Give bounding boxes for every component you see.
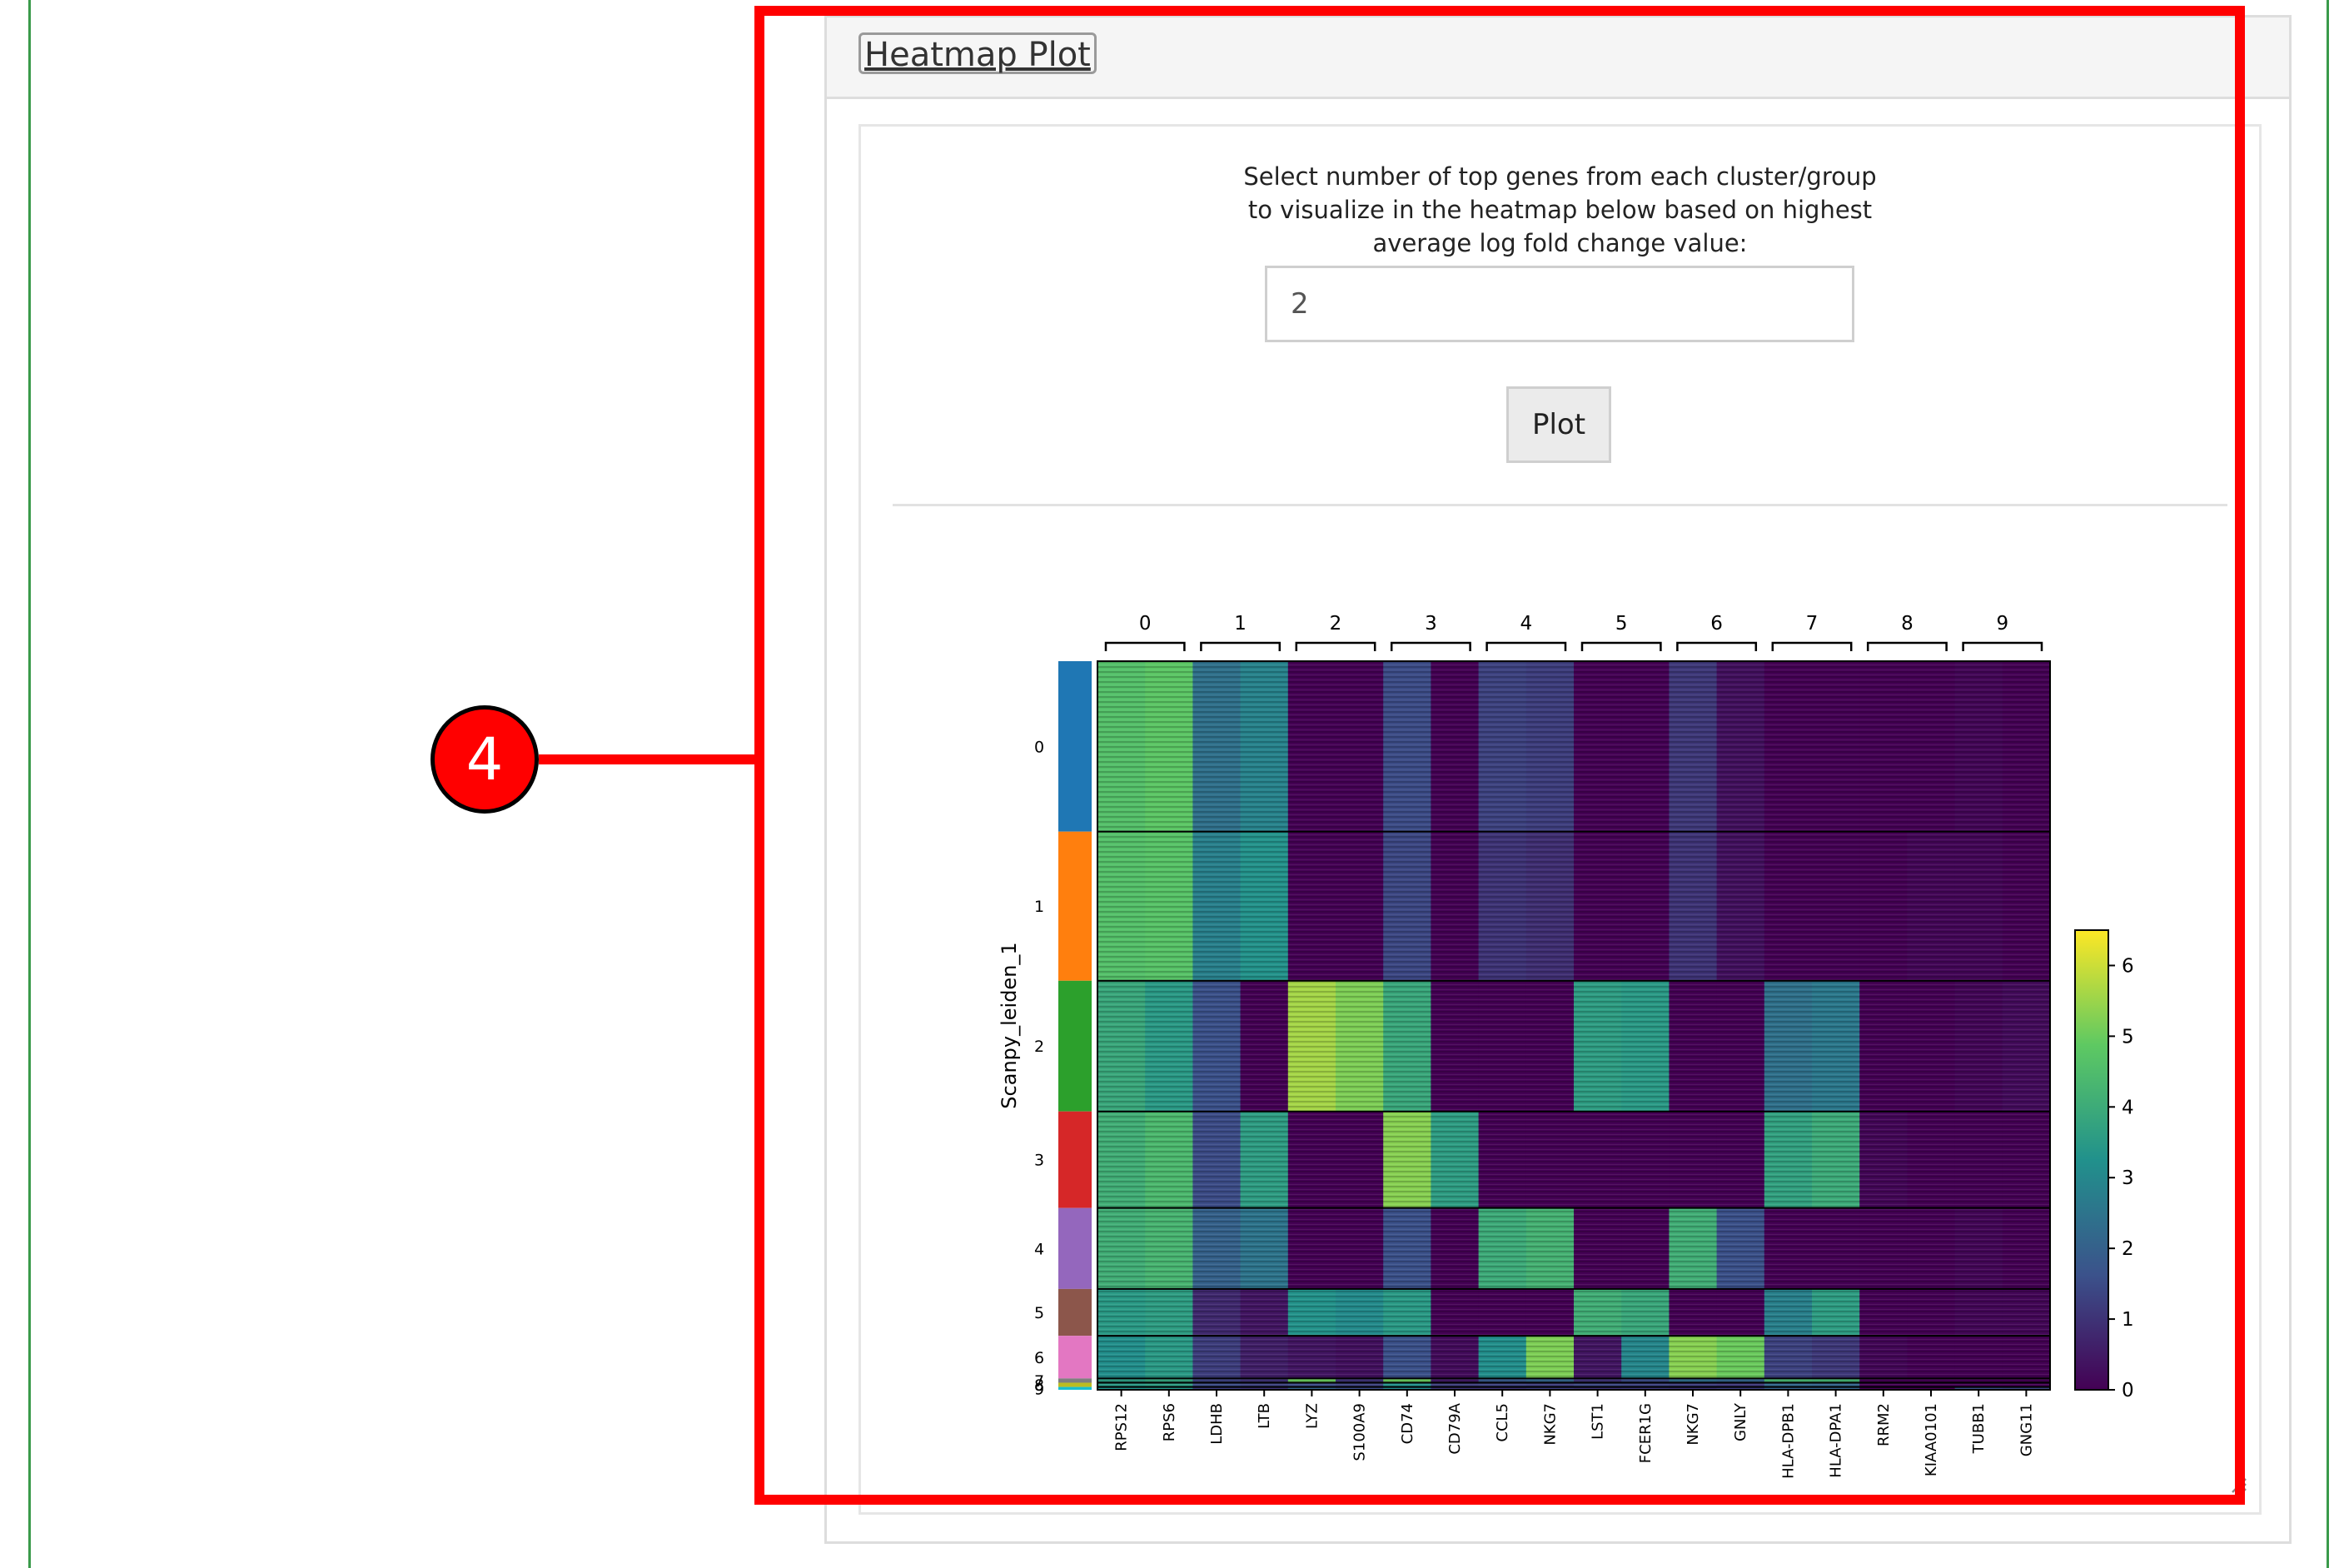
- group-label: 8: [1034, 1376, 1044, 1395]
- annotation-connector: [539, 754, 758, 764]
- gene-label: RPS12: [1113, 1403, 1131, 1451]
- gene-group-bracket: [1104, 641, 1186, 651]
- left-green-border: [28, 0, 31, 1568]
- group-label: 7: [1034, 1372, 1044, 1391]
- group-color-block: [1058, 1386, 1092, 1390]
- gene-group-label: 3: [1425, 613, 1437, 635]
- help-line: to visualize in the heatmap below based …: [1247, 196, 1873, 224]
- gene-group-label: 6: [1710, 613, 1723, 635]
- gene-group-bracket: [1295, 641, 1376, 651]
- help-line: Select number of top genes from each clu…: [1243, 162, 1877, 191]
- gene-label: KIAA0101: [1923, 1403, 1940, 1476]
- resize-grip-icon[interactable]: [2229, 1476, 2247, 1494]
- colorbar-tick-label: 6: [2122, 955, 2134, 977]
- group-label: 4: [1034, 1240, 1044, 1258]
- gene-label: HLA-DPA1: [1828, 1403, 1845, 1478]
- gene-label: CD79A: [1446, 1402, 1464, 1454]
- group-label: 5: [1034, 1304, 1044, 1322]
- gene-label: GNG11: [2018, 1403, 2035, 1456]
- gene-label: RPS6: [1161, 1403, 1178, 1441]
- gene-group-label: 7: [1806, 613, 1819, 635]
- gene-group-bracket: [1486, 641, 1567, 651]
- colorbar-tick-label: 1: [2122, 1309, 2134, 1331]
- gene-group-label: 8: [1901, 613, 1914, 635]
- gene-label: CCL5: [1494, 1403, 1511, 1442]
- gene-group-bracket: [1962, 641, 2043, 651]
- gene-group-label: 0: [1139, 613, 1152, 635]
- annotation-badge: 4: [430, 705, 539, 814]
- colorbar-tick-label: 5: [2122, 1026, 2134, 1048]
- gene-group-bracket: [1580, 641, 1662, 651]
- group-color-block: [1058, 1336, 1092, 1379]
- top-genes-help-text: Select number of top genes from each clu…: [861, 160, 2259, 260]
- group-color-block: [1058, 831, 1092, 981]
- gene-group-bracket: [1390, 641, 1471, 651]
- gene-label: TUBB1: [1970, 1403, 1988, 1454]
- gene-group-label: 2: [1330, 613, 1342, 635]
- group-color-block: [1058, 1378, 1092, 1383]
- heatmap-content: Select number of top genes from each clu…: [858, 124, 2262, 1515]
- gene-group-bracket: [1676, 641, 1758, 651]
- gene-label: RRM2: [1875, 1403, 1893, 1446]
- group-color-block: [1058, 1288, 1092, 1337]
- gene-label: LST1: [1590, 1403, 1607, 1440]
- gene-group-label: 1: [1234, 613, 1247, 635]
- top-genes-input[interactable]: [1265, 266, 1854, 342]
- gene-label: S100A9: [1351, 1403, 1369, 1461]
- gene-label: GNLY: [1732, 1402, 1749, 1441]
- gene-group-label: 9: [1996, 613, 2008, 635]
- gene-group-bracket: [1200, 641, 1281, 651]
- heatmap-frame: [1097, 660, 2051, 1391]
- gene-group-label: 5: [1615, 613, 1628, 635]
- group-label: 9: [1034, 1380, 1044, 1398]
- group-label: 1: [1034, 898, 1044, 916]
- colorbar-tick-label: 4: [2122, 1097, 2134, 1118]
- gene-label: LYZ: [1303, 1403, 1321, 1429]
- group-color-block: [1058, 1111, 1092, 1208]
- group-label: 0: [1034, 738, 1044, 756]
- group-label: 2: [1034, 1038, 1044, 1056]
- gene-label: NKG7: [1541, 1403, 1559, 1446]
- help-line: average log fold change value:: [1372, 229, 1748, 257]
- plot-button[interactable]: Plot: [1506, 386, 1611, 463]
- panel-header: Heatmap Plot: [827, 17, 2289, 99]
- right-green-border: [2327, 0, 2329, 1568]
- gene-group-bracket: [1866, 641, 1948, 651]
- heatmap-panel: Heatmap Plot Select number of top genes …: [824, 15, 2292, 1544]
- colorbar-tick-label: 3: [2122, 1167, 2134, 1189]
- colorbar-tick-label: 2: [2122, 1238, 2134, 1260]
- gene-label: HLA-DPB1: [1779, 1403, 1797, 1479]
- gene-label: LTB: [1256, 1403, 1273, 1429]
- colorbar: [2074, 929, 2109, 1391]
- gene-group-bracket: [1771, 641, 1853, 651]
- gene-label: CD74: [1399, 1403, 1416, 1444]
- heatmap-plot-tab[interactable]: Heatmap Plot: [858, 32, 1097, 74]
- divider: [893, 504, 2227, 506]
- group-color-block: [1058, 980, 1092, 1112]
- y-axis-label: Scanpy_leiden_1: [998, 942, 1021, 1108]
- group-color-block: [1058, 1382, 1092, 1387]
- group-label: 3: [1034, 1152, 1044, 1170]
- gene-label: LDHB: [1208, 1403, 1226, 1445]
- group-color-block: [1058, 1207, 1092, 1289]
- group-label: 6: [1034, 1349, 1044, 1367]
- colorbar-tick-label: 0: [2122, 1380, 2134, 1401]
- gene-label: NKG7: [1685, 1403, 1702, 1446]
- group-color-block: [1058, 661, 1092, 832]
- gene-group-label: 4: [1520, 613, 1532, 635]
- heatmap-texture: [1097, 661, 2050, 1390]
- gene-label: FCER1G: [1637, 1403, 1655, 1463]
